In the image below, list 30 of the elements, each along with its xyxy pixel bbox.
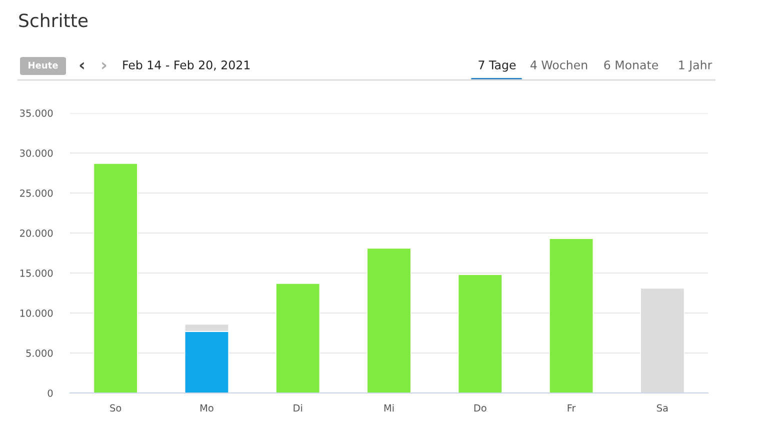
bar: [93, 162, 138, 393]
x-tick-label: Sa: [657, 404, 668, 412]
y-tick-label: 15.000: [20, 269, 53, 277]
text: 7 Tage: [478, 60, 516, 72]
x-tick-label: So: [110, 404, 122, 412]
y-tick-label: 10.000: [20, 309, 53, 317]
text: Feb 14 - Feb 20, 2021: [123, 60, 250, 71]
y-tick-label: 20.000: [20, 229, 53, 237]
y-tick-label: 5.000: [26, 349, 53, 357]
text: 4 Wochen: [530, 60, 588, 70]
y-tick-label: 35.000: [20, 109, 53, 117]
x-tick-label: Mo: [200, 404, 214, 412]
text: ‹: [80, 62, 84, 70]
x-tick-label: Di: [294, 404, 302, 412]
x-tick-label: Fr: [568, 404, 576, 412]
bar: [458, 274, 502, 393]
x-tick-label: Do: [474, 404, 486, 412]
chart-title: Schritte: [19, 13, 88, 28]
text: Heute: [28, 62, 58, 69]
bar: [640, 288, 685, 393]
bar: [548, 238, 594, 393]
x-tick-label: Mi: [384, 404, 394, 412]
text: 1 Jahr: [679, 60, 712, 72]
bar: [276, 282, 320, 393]
bar: [366, 248, 412, 393]
text: ›: [102, 62, 106, 70]
y-tick-label: 30.000: [20, 149, 53, 157]
y-tick-label: 0: [48, 389, 53, 397]
y-tick-label: 25.000: [20, 189, 53, 197]
text: 6 Monate: [604, 60, 658, 70]
